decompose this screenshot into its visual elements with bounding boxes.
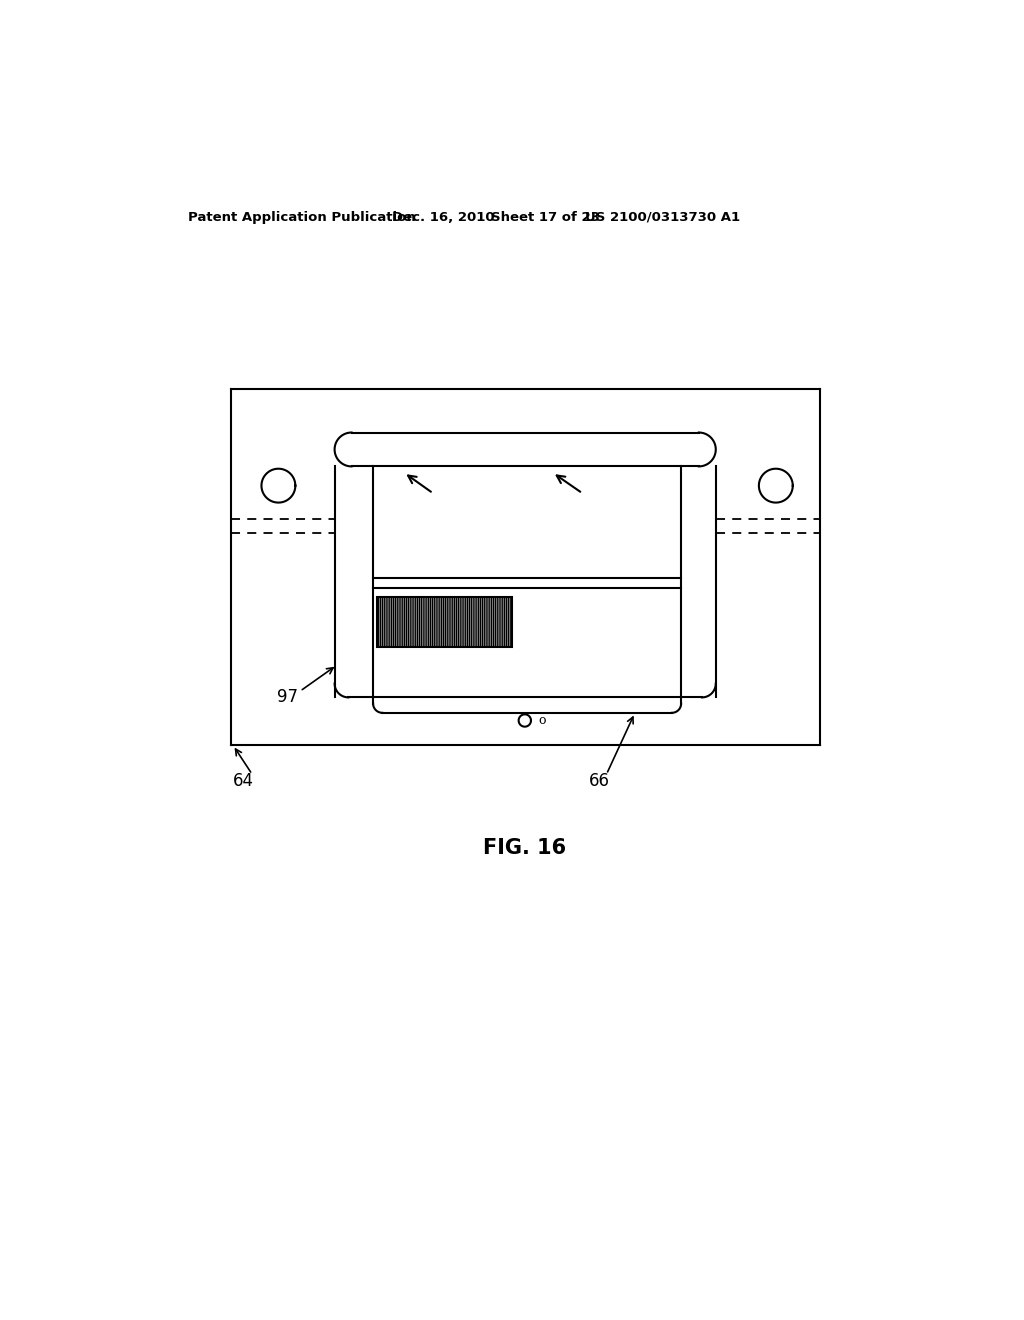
Text: Patent Application Publication: Patent Application Publication	[188, 211, 416, 224]
Text: Dec. 16, 2010: Dec. 16, 2010	[392, 211, 495, 224]
Text: 64: 64	[233, 772, 254, 789]
Bar	[377, 598, 512, 647]
Text: US 2100/0313730 A1: US 2100/0313730 A1	[585, 211, 740, 224]
Text: 66: 66	[589, 772, 609, 789]
Text: Sheet 17 of 23: Sheet 17 of 23	[490, 211, 600, 224]
Text: FIG. 16: FIG. 16	[483, 838, 566, 858]
Text: 97: 97	[276, 689, 298, 706]
Text: o: o	[539, 714, 546, 727]
